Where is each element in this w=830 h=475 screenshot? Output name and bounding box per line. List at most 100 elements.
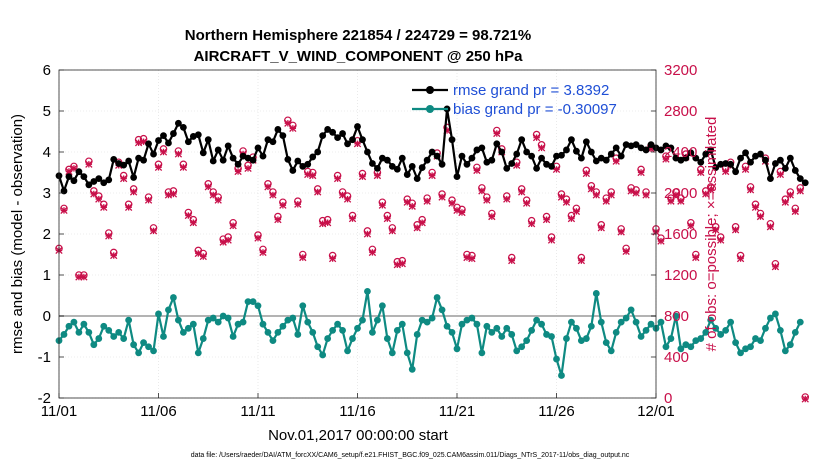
rmse-point — [393, 165, 401, 173]
bias-point — [110, 333, 118, 340]
x-tick-label: 11/06 — [140, 403, 176, 420]
bias-point — [672, 312, 680, 320]
x-tick-label: 11/16 — [339, 403, 375, 420]
y-tick-label: 4 — [43, 144, 51, 161]
chart-title: Northern Hemisphere 221854 / 224729 = 98… — [185, 27, 531, 44]
obs-assimilated-marker — [373, 171, 382, 180]
rmse-point — [374, 165, 381, 172]
rmse-point — [513, 150, 521, 158]
obs-assimilated-marker — [786, 191, 794, 199]
obs-assimilated-marker — [692, 253, 700, 262]
bias-point — [702, 329, 710, 336]
y2-tick-label: 400 — [664, 349, 689, 366]
rmse-point — [309, 153, 317, 161]
rmse-point — [110, 155, 118, 163]
bias-point — [359, 316, 366, 324]
bias-point — [175, 316, 182, 324]
y2-tick-label: 2000 — [664, 185, 697, 202]
obs-assimilated-marker — [796, 187, 804, 195]
obs-assimilated-marker — [169, 190, 178, 198]
rmse-point — [682, 154, 690, 162]
rmse-point — [383, 156, 391, 164]
bias-point — [568, 318, 575, 326]
bias-point — [378, 302, 386, 310]
obs-assimilated-marker — [736, 254, 745, 263]
rmse-point — [791, 167, 799, 174]
obs-assimilated-marker — [478, 187, 486, 195]
rmse-point — [732, 168, 739, 176]
bias-point — [791, 329, 799, 336]
bias-point — [483, 322, 491, 330]
bias-point — [329, 326, 337, 334]
bias-point — [70, 318, 78, 326]
rmse-point — [647, 141, 655, 149]
obs-assimilated-marker — [214, 196, 222, 204]
obs-assimilated-marker — [741, 165, 750, 174]
rmse-point — [269, 138, 277, 146]
y-tick-label: 5 — [43, 103, 51, 120]
y2-tick-label: 3200 — [664, 62, 697, 79]
rmse-point — [199, 149, 207, 157]
rmse-point — [573, 147, 580, 155]
bias-point — [558, 372, 565, 379]
bias-point — [408, 365, 416, 373]
rmse-point — [259, 152, 267, 160]
rmse-point — [85, 181, 93, 189]
rmse-point — [508, 160, 516, 167]
bias-point — [732, 339, 739, 347]
rmse-point — [503, 165, 511, 172]
rmse-point — [463, 160, 471, 168]
obs-assimilated-marker — [378, 201, 387, 209]
obs-assimilated-marker — [771, 263, 780, 271]
obs-assimilated-marker — [562, 198, 571, 206]
rmse-point — [772, 160, 779, 167]
rmse-point — [408, 162, 416, 170]
rmse-point — [359, 136, 366, 144]
rmse-point — [587, 148, 595, 156]
rmse-point — [796, 175, 804, 183]
y-tick-label: 6 — [43, 62, 51, 79]
obs-assimilated-marker — [184, 211, 193, 220]
rmse-point — [184, 138, 192, 146]
obs-assimilated-marker — [279, 201, 287, 209]
bias-point — [369, 329, 376, 336]
rmse-point — [194, 131, 202, 139]
bias-point — [60, 331, 68, 338]
bias-point — [473, 320, 481, 328]
bias-point — [120, 335, 128, 342]
bias-point — [374, 316, 381, 324]
obs-assimilated-marker — [488, 212, 496, 221]
bias-point — [453, 345, 461, 353]
bias-point — [115, 329, 123, 336]
bias-point — [582, 335, 590, 342]
obs-assimilated-marker — [642, 191, 650, 199]
rmse-point — [388, 162, 396, 170]
bias-point — [299, 302, 307, 310]
obs-assimilated-marker — [781, 198, 790, 206]
bias-point — [712, 324, 720, 332]
y2-tick-label: 800 — [664, 308, 689, 325]
bias-point — [95, 335, 103, 342]
rmse-point — [478, 144, 486, 152]
rmse-point — [294, 157, 302, 165]
bias-point — [776, 326, 784, 334]
rmse-point — [612, 144, 620, 152]
rmse-point — [204, 136, 212, 144]
obs-assimilated-marker — [234, 167, 242, 176]
bias-point — [667, 335, 675, 342]
rmse-point — [224, 142, 232, 150]
bias-point — [289, 314, 297, 322]
bias-point — [170, 294, 177, 301]
rmse-point — [254, 144, 262, 152]
obs-assimilated-marker — [224, 236, 232, 244]
bias-point — [612, 329, 620, 336]
bias-point — [344, 347, 351, 355]
obs-assimilated-marker — [259, 248, 267, 257]
bias-point — [309, 329, 317, 336]
bias-point — [657, 318, 665, 326]
obs-assimilated-marker — [95, 195, 103, 203]
bias-point — [279, 322, 287, 330]
y2-axis-label: # of obs: o=possible; ×=assimilated — [703, 117, 720, 352]
bias-series-layer — [55, 288, 804, 379]
rmse-point — [339, 130, 346, 137]
